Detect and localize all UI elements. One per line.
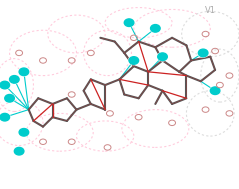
Text: V1: V1 — [205, 6, 216, 15]
Circle shape — [0, 113, 10, 121]
Circle shape — [151, 25, 160, 32]
Circle shape — [19, 68, 29, 76]
Circle shape — [129, 57, 139, 64]
Circle shape — [124, 19, 134, 26]
Circle shape — [0, 81, 10, 89]
Circle shape — [158, 53, 167, 60]
Circle shape — [5, 94, 14, 102]
Circle shape — [10, 76, 19, 83]
Circle shape — [198, 49, 208, 57]
Circle shape — [14, 147, 24, 155]
Circle shape — [210, 87, 220, 94]
Circle shape — [19, 129, 29, 136]
